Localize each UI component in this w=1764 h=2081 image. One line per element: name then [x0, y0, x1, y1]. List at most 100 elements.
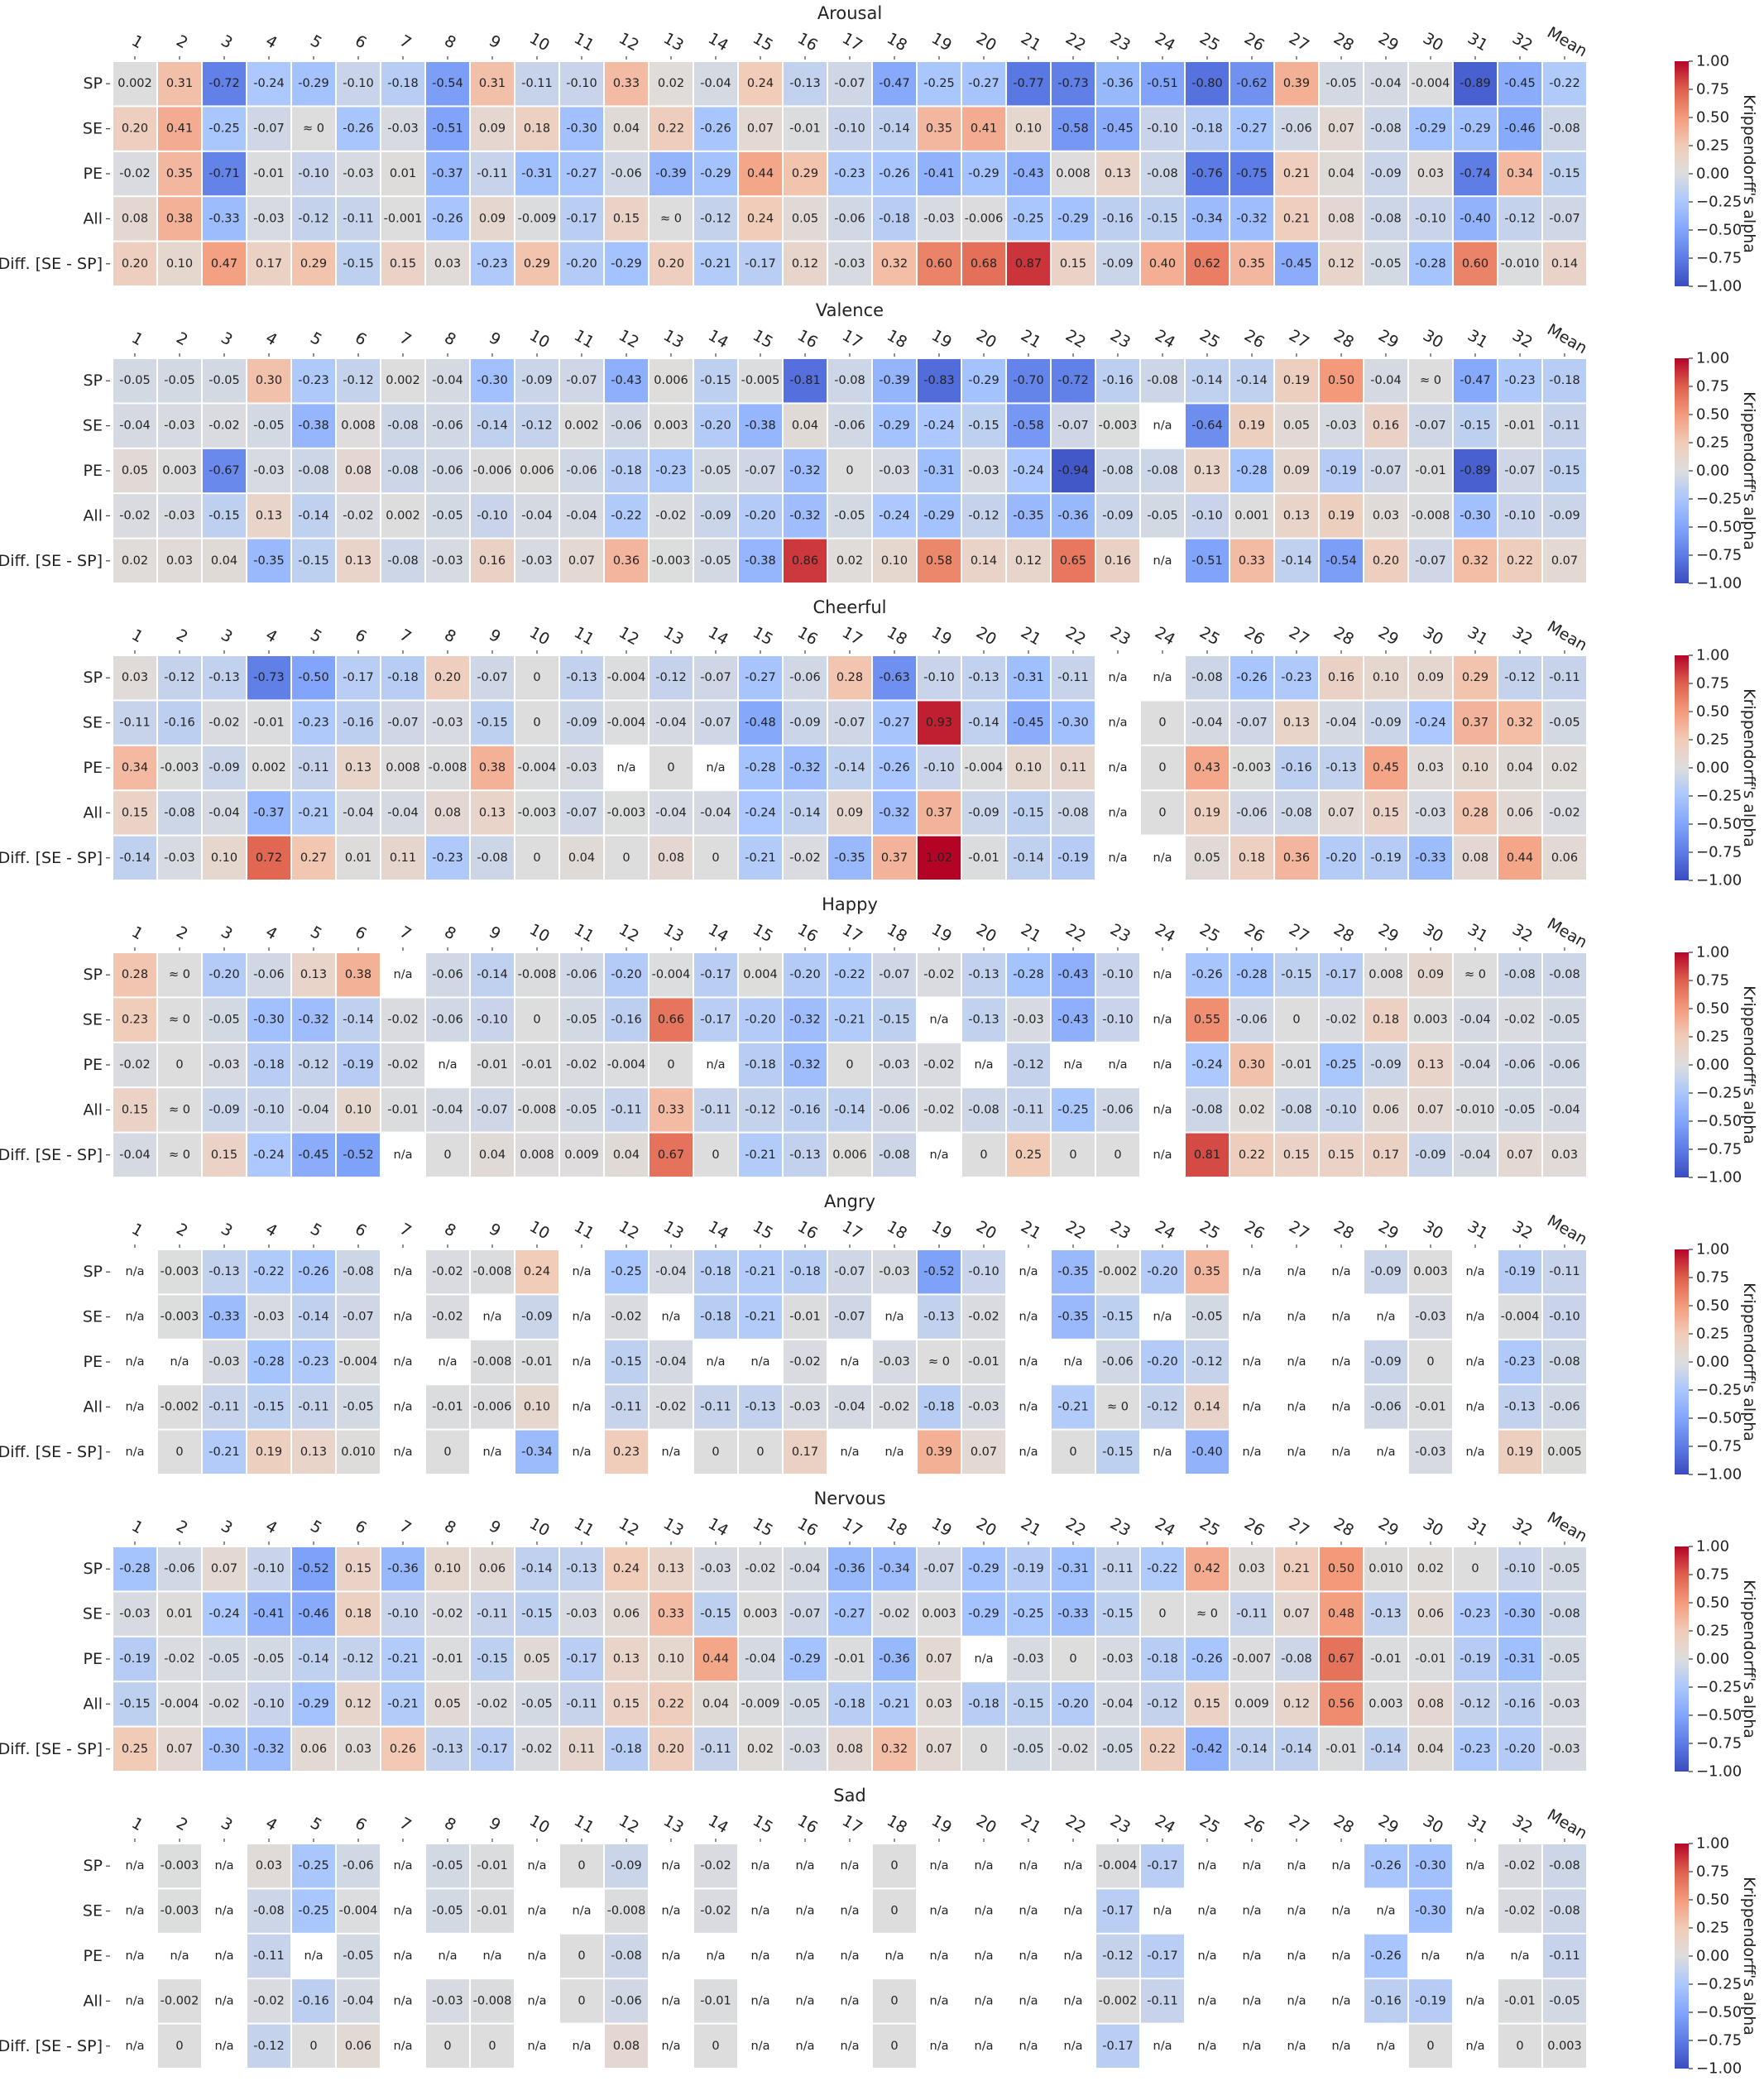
- heatmap-cell: [1409, 836, 1452, 880]
- heatmap-cell: [1275, 836, 1318, 880]
- heatmap-cell: [1096, 1133, 1139, 1177]
- cell-label: -0.11: [298, 1400, 329, 1413]
- x-tick-label: 13: [660, 623, 687, 649]
- cell-label: -0.03: [1325, 420, 1357, 433]
- cell-label: 0.86: [792, 554, 818, 568]
- cell-label: ≈ 0: [1420, 374, 1441, 387]
- cell-label: -0.04: [1325, 717, 1357, 730]
- x-tick-label: 25: [1196, 920, 1223, 946]
- heatmap-cell: [650, 404, 693, 448]
- heatmap-cell: [1364, 1133, 1407, 1177]
- heatmap-cell: [203, 494, 246, 538]
- heatmap-cell: [515, 746, 558, 790]
- heatmap-cell: [113, 746, 156, 790]
- cell-label: -0.11: [700, 1103, 731, 1116]
- x-tick-label: 10: [526, 29, 553, 55]
- x-tick-label: 11: [571, 1811, 597, 1837]
- cell-label: -0.11: [477, 167, 508, 180]
- cell-label: -0.03: [879, 464, 910, 477]
- heatmap-cell: [381, 1682, 424, 1726]
- heatmap-cell: [1498, 539, 1541, 583]
- heatmap-cell: [203, 404, 246, 448]
- heatmap-cell: [1007, 1592, 1050, 1636]
- x-tick-label: 12: [616, 326, 642, 352]
- cell-label: -0.05: [432, 1859, 463, 1872]
- heatmap-cell: [1543, 62, 1586, 106]
- cell-label: -0.08: [1549, 1859, 1580, 1872]
- heatmap-cell: [1320, 1637, 1363, 1681]
- colorbar-tick-label: −0.75: [1696, 250, 1742, 267]
- cell-label: n/a: [885, 1311, 904, 1324]
- cell-label: 0.008: [1369, 968, 1403, 981]
- x-tick-label: 32: [1509, 623, 1536, 649]
- heatmap-cell: [203, 746, 246, 790]
- cell-label: -0.16: [1370, 1994, 1402, 2007]
- heatmap-cell: [784, 197, 827, 241]
- x-tick-label: Mean: [1544, 320, 1590, 357]
- cell-label: -0.06: [1549, 1058, 1580, 1072]
- heatmap-cell: [873, 1889, 916, 1933]
- heatmap-cell: [1454, 791, 1497, 835]
- cell-label: -0.14: [119, 851, 151, 865]
- cell-label: 0.25: [122, 1743, 148, 1756]
- x-tick-label: 7: [396, 1517, 414, 1537]
- heatmap-cell: [426, 404, 469, 448]
- colorbar-tick-label: 1.00: [1696, 53, 1729, 70]
- x-tick-label: 28: [1330, 1811, 1357, 1837]
- cell-label: 0: [1158, 1608, 1166, 1621]
- heatmap-cell: [605, 1592, 648, 1636]
- cell-label: -0.08: [1549, 1905, 1580, 1918]
- colorbar-tick-label: 0.50: [1696, 703, 1729, 721]
- x-tick-label: 12: [616, 920, 642, 946]
- heatmap-cell: [1498, 746, 1541, 790]
- cell-label: n/a: [1287, 1311, 1306, 1324]
- cell-label: n/a: [528, 1905, 547, 1918]
- cell-label: 0.19: [1507, 1446, 1533, 1459]
- colorbar-label: Krippendorff's alpha: [1740, 1580, 1758, 1738]
- heatmap-cell: [203, 197, 246, 241]
- cell-label: -0.004: [161, 1697, 199, 1710]
- colorbar: [1675, 358, 1689, 583]
- cell-label: -0.45: [1281, 257, 1312, 271]
- cell-label: -0.06: [611, 420, 642, 433]
- heatmap-cell: [292, 953, 335, 997]
- heatmap-cell: [605, 1295, 648, 1339]
- x-tick-label: 19: [928, 326, 955, 352]
- cell-label: -0.10: [834, 122, 865, 136]
- heatmap-cell: [1498, 656, 1541, 700]
- cell-label: -0.03: [253, 212, 285, 225]
- colorbar: [1675, 1546, 1689, 1772]
- cell-label: -0.18: [387, 671, 419, 684]
- x-tick-label: 28: [1330, 623, 1357, 649]
- cell-label: 0.20: [658, 257, 684, 271]
- cell-label: -0.27: [566, 167, 597, 180]
- cell-label: 0.003: [743, 1608, 778, 1621]
- x-tick-label: 30: [1420, 1514, 1446, 1540]
- heatmap-cell: [560, 1547, 603, 1591]
- cell-label: -0.002: [161, 1994, 199, 2007]
- cell-label: 0: [578, 1949, 585, 1963]
- x-tick-label: 24: [1152, 920, 1178, 946]
- heatmap-cell: [381, 242, 424, 285]
- cell-label: -0.21: [745, 1265, 776, 1278]
- cell-label: 0.29: [300, 257, 327, 271]
- cell-label: -0.02: [119, 167, 151, 180]
- cell-label: -0.04: [387, 806, 419, 819]
- cell-label: 0.36: [1283, 851, 1310, 865]
- heatmap-cell: [471, 1088, 514, 1132]
- x-tick-label: 31: [1464, 920, 1491, 946]
- heatmap-cell: [694, 1682, 737, 1726]
- heatmap-cell: [650, 1133, 693, 1177]
- cell-label: n/a: [1198, 2040, 1217, 2053]
- cell-label: -0.08: [1549, 968, 1580, 981]
- cell-label: -0.11: [1549, 1265, 1580, 1278]
- heatmap-cell: [1543, 197, 1586, 241]
- heatmap-cell: [873, 1844, 916, 1888]
- cell-label: -0.29: [968, 1562, 999, 1575]
- heatmap-cell: [113, 62, 156, 106]
- x-tick-label: 18: [884, 920, 910, 946]
- heatmap-cell: [962, 791, 1005, 835]
- heatmap-cell: [203, 242, 246, 285]
- cell-label: 0: [443, 2040, 451, 2053]
- heatmap-cell: [1096, 359, 1139, 403]
